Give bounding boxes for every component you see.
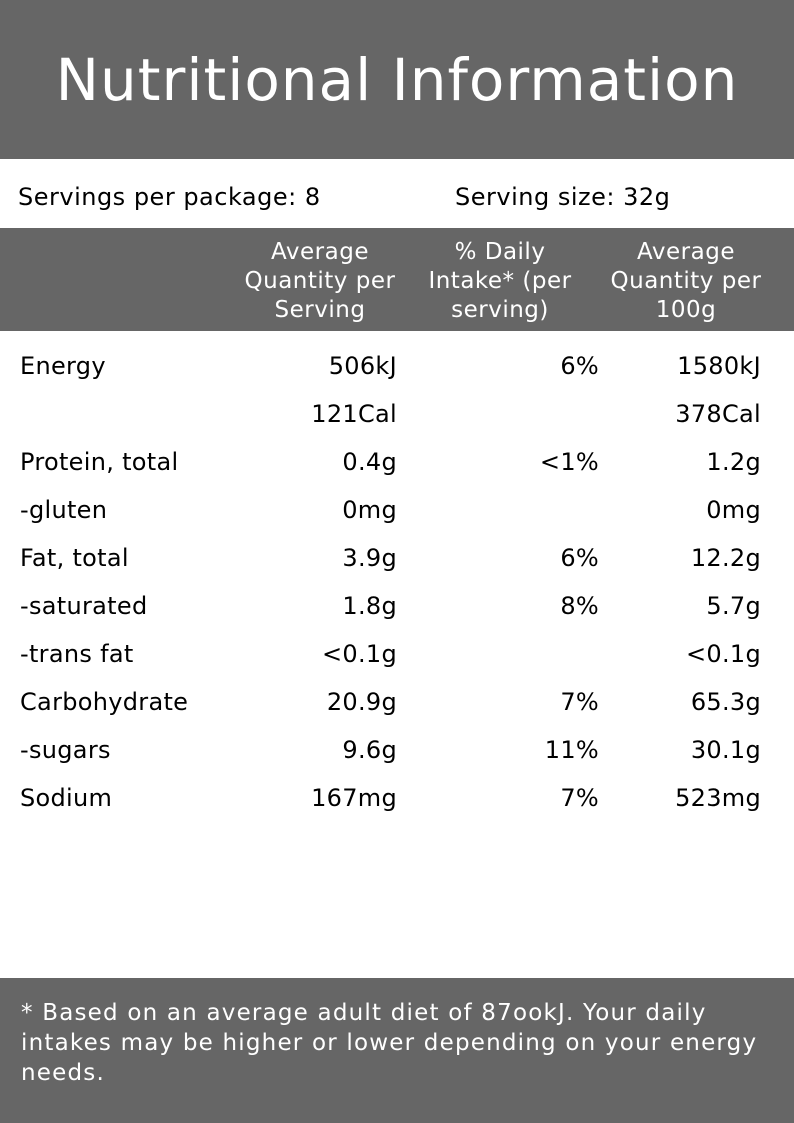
- nutrient-name: Energy: [20, 352, 106, 380]
- column-header-avg-per-serving: Average Quantity per Serving: [244, 239, 396, 323]
- table-row: 121Cal 378Cal: [0, 392, 794, 440]
- per-100g-value: 30.1g: [690, 736, 761, 764]
- daily-intake-value: 7%: [560, 688, 599, 716]
- daily-intake-value: 6%: [560, 352, 599, 380]
- daily-intake-value: <1%: [539, 448, 599, 476]
- table-row: -trans fat <0.1g <0.1g: [0, 632, 794, 680]
- nutrient-name: Protein, total: [20, 448, 179, 476]
- table-row: Fat, total 3.9g 6% 12.2g: [0, 536, 794, 584]
- per-serving-value: 167mg: [311, 784, 397, 812]
- nutrient-name: Fat, total: [20, 544, 129, 572]
- page-title: Nutritional Information: [55, 45, 739, 114]
- daily-intake-value: 6%: [560, 544, 599, 572]
- per-serving-value: 121Cal: [311, 400, 397, 428]
- footnote-text: * Based on an average adult diet of 87oo…: [21, 1000, 758, 1086]
- per-serving-value: 0.4g: [342, 448, 397, 476]
- per-serving-value: 9.6g: [342, 736, 397, 764]
- per-100g-value: 12.2g: [690, 544, 761, 572]
- table-row: Energy 506kJ 6% 1580kJ: [0, 344, 794, 392]
- per-100g-value: 0mg: [706, 496, 761, 524]
- serving-size: Serving size: 32g: [455, 183, 671, 211]
- table-row: -gluten 0mg 0mg: [0, 488, 794, 536]
- table-row: Carbohydrate 20.9g 7% 65.3g: [0, 680, 794, 728]
- per-serving-value: 506kJ: [328, 352, 397, 380]
- nutrient-name: -gluten: [20, 496, 108, 524]
- nutrient-name: Carbohydrate: [20, 688, 189, 716]
- table-row: -sugars 9.6g 11% 30.1g: [0, 728, 794, 776]
- per-serving-value: 3.9g: [342, 544, 397, 572]
- title-bar: Nutritional Information: [0, 0, 794, 159]
- column-header-avg-per-100g: Average Quantity per 100g: [610, 239, 762, 323]
- footnote-bar: * Based on an average adult diet of 87oo…: [0, 978, 794, 1123]
- per-100g-value: 5.7g: [706, 592, 761, 620]
- daily-intake-value: 8%: [560, 592, 599, 620]
- nutrient-name: -trans fat: [20, 640, 134, 668]
- table-row: Protein, total 0.4g <1% 1.2g: [0, 440, 794, 488]
- per-serving-value: 0mg: [342, 496, 397, 524]
- daily-intake-value: 11%: [544, 736, 599, 764]
- per-100g-value: <0.1g: [685, 640, 761, 668]
- per-serving-value: <0.1g: [321, 640, 397, 668]
- table-header: Average Quantity per Serving % Daily Int…: [0, 228, 794, 331]
- per-100g-value: 523mg: [675, 784, 761, 812]
- per-100g-value: 378Cal: [675, 400, 761, 428]
- nutrition-table-body: Energy 506kJ 6% 1580kJ 121Cal 378Cal Pro…: [0, 344, 794, 824]
- per-100g-value: 1.2g: [706, 448, 761, 476]
- servings-per-package: Servings per package: 8: [18, 183, 321, 211]
- table-row: Sodium 167mg 7% 523mg: [0, 776, 794, 824]
- nutrient-name: Sodium: [20, 784, 113, 812]
- per-100g-value: 1580kJ: [677, 352, 761, 380]
- servings-row: Servings per package: 8 Serving size: 32…: [0, 159, 794, 228]
- daily-intake-value: 7%: [560, 784, 599, 812]
- per-serving-value: 1.8g: [342, 592, 397, 620]
- column-header-daily-intake: % Daily Intake* (per serving): [428, 239, 572, 323]
- per-100g-value: 65.3g: [690, 688, 761, 716]
- per-serving-value: 20.9g: [326, 688, 397, 716]
- nutrient-name: -saturated: [20, 592, 148, 620]
- nutrient-name: -sugars: [20, 736, 111, 764]
- table-row: -saturated 1.8g 8% 5.7g: [0, 584, 794, 632]
